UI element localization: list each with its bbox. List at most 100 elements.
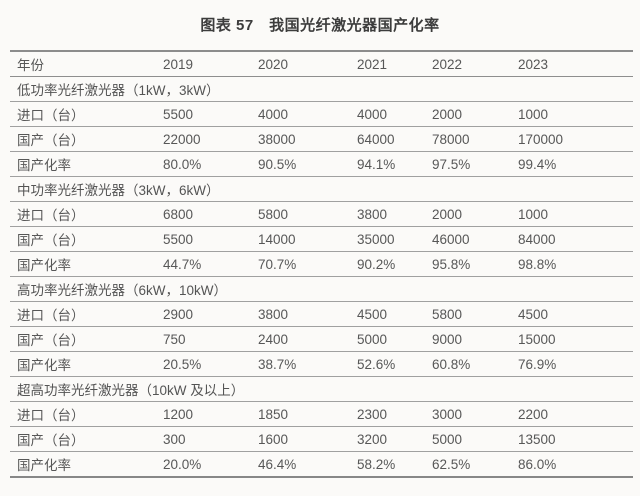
cell: 9000 xyxy=(432,331,463,347)
cell: 70.7% xyxy=(258,256,297,272)
data-row: 国产化率 44.7% 70.7% 90.2% 95.8% 98.8% xyxy=(10,252,633,277)
year-cell: 2019 xyxy=(163,56,194,72)
cell: 750 xyxy=(163,331,186,347)
data-row: 国产（台） 750 2400 5000 9000 15000 xyxy=(10,327,633,352)
row-label: 国产化率 xyxy=(17,258,71,273)
cell: 60.8% xyxy=(432,356,471,372)
data-row: 国产化率 80.0% 90.5% 94.1% 97.5% 99.4% xyxy=(10,152,633,177)
cell: 5000 xyxy=(357,331,388,347)
row-label: 国产（台） xyxy=(17,133,85,148)
cell: 5800 xyxy=(258,206,289,222)
cell: 3000 xyxy=(432,406,463,422)
cell: 1200 xyxy=(163,406,194,422)
row-label: 国产化率 xyxy=(17,358,71,373)
section-title: 高功率光纤激光器（6kW，10kW） xyxy=(17,283,228,298)
data-row: 国产（台） 22000 38000 64000 78000 170000 xyxy=(10,127,633,152)
data-row: 进口（台） 2900 3800 4500 5800 4500 xyxy=(10,302,633,327)
cell: 58.2% xyxy=(357,456,396,472)
section-header-row: 中功率光纤激光器（3kW，6kW） xyxy=(10,177,633,202)
cell: 20.5% xyxy=(163,356,202,372)
cell: 46000 xyxy=(432,231,470,247)
row-label: 进口（台） xyxy=(17,408,85,423)
cell: 170000 xyxy=(518,131,564,147)
section-title: 超高功率光纤激光器（10kW 及以上） xyxy=(17,383,245,398)
section-header-row: 超高功率光纤激光器（10kW 及以上） xyxy=(10,377,633,402)
year-header-label: 年份 xyxy=(17,58,44,73)
cell: 5500 xyxy=(163,106,194,122)
cell: 52.6% xyxy=(357,356,396,372)
cell: 3800 xyxy=(357,206,388,222)
cell: 5000 xyxy=(432,431,463,447)
cell: 4500 xyxy=(518,306,549,322)
year-header-row: 年份 2019 2020 2021 2022 2023 xyxy=(10,51,633,77)
cell: 80.0% xyxy=(163,156,202,172)
row-label: 国产化率 xyxy=(17,458,71,473)
row-label: 国产（台） xyxy=(17,233,85,248)
cell: 5800 xyxy=(432,306,463,322)
cell: 38.7% xyxy=(258,356,297,372)
cell: 2900 xyxy=(163,306,194,322)
cell: 2000 xyxy=(432,206,463,222)
data-row: 国产化率 20.0% 46.4% 58.2% 62.5% 86.0% xyxy=(10,452,633,477)
year-cell: 2022 xyxy=(432,56,463,72)
cell: 22000 xyxy=(163,131,201,147)
cell: 20.0% xyxy=(163,456,202,472)
cell: 4500 xyxy=(357,306,388,322)
cell: 97.5% xyxy=(432,156,471,172)
cell: 13500 xyxy=(518,431,556,447)
cell: 90.2% xyxy=(357,256,396,272)
year-cell: 2020 xyxy=(258,56,289,72)
cell: 64000 xyxy=(357,131,395,147)
cell: 2200 xyxy=(518,406,549,422)
section-title: 中功率光纤激光器（3kW，6kW） xyxy=(17,183,220,198)
data-row: 国产（台） 5500 14000 35000 46000 84000 xyxy=(10,227,633,252)
data-row: 进口（台） 1200 1850 2300 3000 2200 xyxy=(10,402,633,427)
cell: 6800 xyxy=(163,206,194,222)
cell: 1850 xyxy=(258,406,289,422)
cell: 3200 xyxy=(357,431,388,447)
section-title: 低功率光纤激光器（1kW，3kW） xyxy=(17,83,220,98)
section-header-row: 低功率光纤激光器（1kW，3kW） xyxy=(10,77,633,102)
section-header-row: 高功率光纤激光器（6kW，10kW） xyxy=(10,277,633,302)
fiber-laser-localization-table: 年份 2019 2020 2021 2022 2023 低功率光纤激光器（1kW… xyxy=(10,50,633,478)
data-row: 国产（台） 300 1600 3200 5000 13500 xyxy=(10,427,633,452)
cell: 35000 xyxy=(357,231,395,247)
year-cell: 2021 xyxy=(357,56,388,72)
row-label: 进口（台） xyxy=(17,308,85,323)
cell: 2400 xyxy=(258,331,289,347)
cell: 62.5% xyxy=(432,456,471,472)
cell: 3800 xyxy=(258,306,289,322)
cell: 86.0% xyxy=(518,456,557,472)
cell: 14000 xyxy=(258,231,296,247)
cell: 2300 xyxy=(357,406,388,422)
cell: 90.5% xyxy=(258,156,297,172)
data-row: 进口（台） 6800 5800 3800 2000 1000 xyxy=(10,202,633,227)
row-label: 国产化率 xyxy=(17,158,71,173)
cell: 78000 xyxy=(432,131,470,147)
cell: 2000 xyxy=(432,106,463,122)
cell: 98.8% xyxy=(518,256,557,272)
cell: 38000 xyxy=(258,131,296,147)
cell: 4000 xyxy=(258,106,289,122)
row-label: 进口（台） xyxy=(17,108,85,123)
cell: 95.8% xyxy=(432,256,471,272)
cell: 84000 xyxy=(518,231,556,247)
year-cell: 2023 xyxy=(518,56,549,72)
row-label: 国产（台） xyxy=(17,333,85,348)
cell: 1600 xyxy=(258,431,289,447)
cell: 76.9% xyxy=(518,356,557,372)
cell: 44.7% xyxy=(163,256,202,272)
cell: 4000 xyxy=(357,106,388,122)
row-label: 进口（台） xyxy=(17,208,85,223)
row-label: 国产（台） xyxy=(17,433,85,448)
cell: 1000 xyxy=(518,206,549,222)
cell: 15000 xyxy=(518,331,556,347)
cell: 99.4% xyxy=(518,156,557,172)
cell: 94.1% xyxy=(357,156,396,172)
cell: 1000 xyxy=(518,106,549,122)
cell: 300 xyxy=(163,431,186,447)
data-row: 国产化率 20.5% 38.7% 52.6% 60.8% 76.9% xyxy=(10,352,633,377)
table-title: 图表 57 我国光纤激光器国产化率 xyxy=(200,17,440,34)
cell: 46.4% xyxy=(258,456,297,472)
